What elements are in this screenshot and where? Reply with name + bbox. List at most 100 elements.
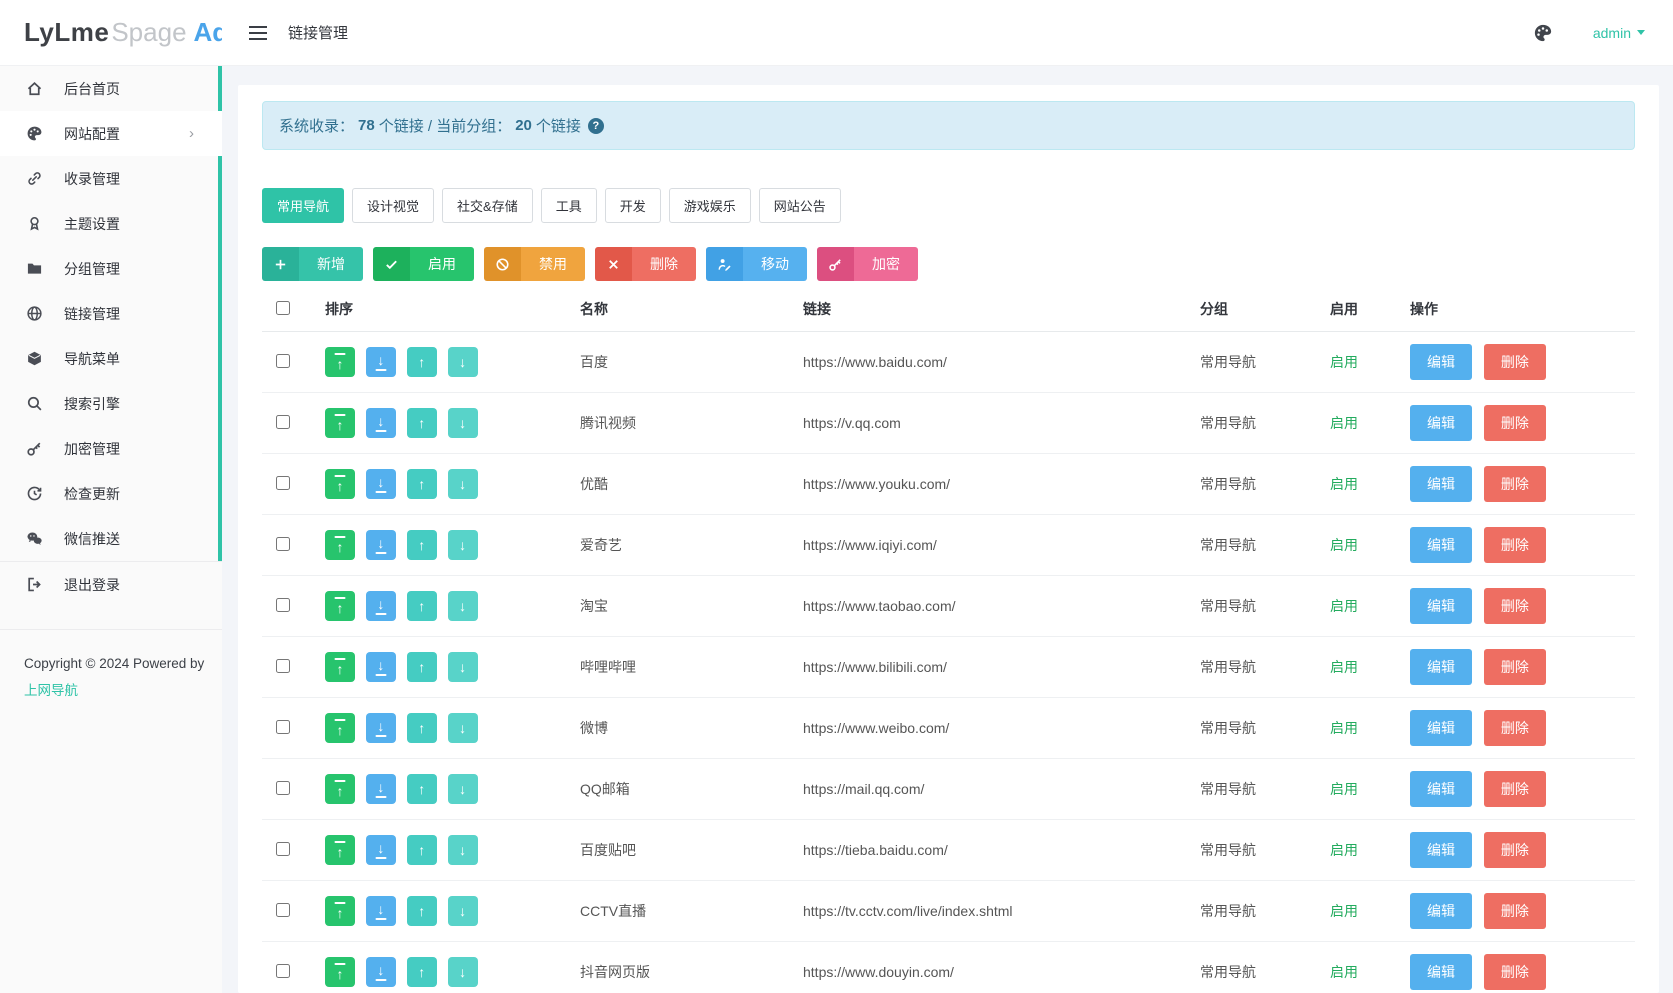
sort-to-top-button[interactable]: ↑ [325,408,355,438]
sort-up-button[interactable]: ↑ [407,469,437,499]
select-all-checkbox[interactable] [276,301,290,315]
delete-button[interactable]: 删除 [1484,710,1546,746]
enable-button[interactable]: 启用 [373,247,474,281]
sort-to-bottom-button[interactable]: ↓ [366,652,396,682]
sort-down-button[interactable]: ↓ [448,408,478,438]
sort-up-button[interactable]: ↑ [407,835,437,865]
sidebar-item-wechat-push[interactable]: 微信推送 [0,516,222,561]
tab-shejiaocunchu[interactable]: 社交&存储 [442,188,533,223]
sidebar-item-links[interactable]: 链接管理 [0,291,222,336]
edit-button[interactable]: 编辑 [1410,710,1472,746]
row-checkbox[interactable] [276,781,290,795]
sort-down-button[interactable]: ↓ [448,896,478,926]
user-dropdown[interactable]: admin [1593,25,1645,41]
edit-button[interactable]: 编辑 [1410,466,1472,502]
delete-button[interactable]: 删除 [1484,405,1546,441]
sort-to-top-button[interactable]: ↑ [325,469,355,499]
sidebar-item-check-update[interactable]: 检查更新 [0,471,222,516]
sort-to-bottom-button[interactable]: ↓ [366,713,396,743]
sort-to-bottom-button[interactable]: ↓ [366,591,396,621]
sort-to-bottom-button[interactable]: ↓ [366,469,396,499]
encrypt-button[interactable]: 加密 [817,247,918,281]
tab-kaifa[interactable]: 开发 [605,188,661,223]
delete-button[interactable]: 删除 [1484,527,1546,563]
edit-button[interactable]: 编辑 [1410,405,1472,441]
sort-up-button[interactable]: ↑ [407,530,437,560]
row-checkbox[interactable] [276,476,290,490]
sort-to-bottom-button[interactable]: ↓ [366,347,396,377]
theme-palette-button[interactable] [1533,23,1553,43]
delete-button[interactable]: 删除 [1484,649,1546,685]
tab-changyongdaohang[interactable]: 常用导航 [262,188,344,223]
sort-to-bottom-button[interactable]: ↓ [366,835,396,865]
sort-to-top-button[interactable]: ↑ [325,347,355,377]
sort-down-button[interactable]: ↓ [448,957,478,987]
row-checkbox[interactable] [276,659,290,673]
edit-button[interactable]: 编辑 [1410,527,1472,563]
delete-button[interactable]: 删除 [1484,771,1546,807]
sort-to-top-button[interactable]: ↑ [325,896,355,926]
sidebar-item-site-config[interactable]: 网站配置 › [0,111,222,156]
edit-button[interactable]: 编辑 [1410,954,1472,990]
delete-button[interactable]: 删除 [1484,893,1546,929]
edit-button[interactable]: 编辑 [1410,893,1472,929]
sidebar-item-logout[interactable]: 退出登录 [0,562,222,607]
sidebar-item-search-engine[interactable]: 搜索引擎 [0,381,222,426]
edit-button[interactable]: 编辑 [1410,649,1472,685]
sort-up-button[interactable]: ↑ [407,652,437,682]
delete-button[interactable]: 删除 [1484,832,1546,868]
sort-down-button[interactable]: ↓ [448,530,478,560]
sort-down-button[interactable]: ↓ [448,347,478,377]
sidebar-item-group[interactable]: 分组管理 [0,246,222,291]
edit-button[interactable]: 编辑 [1410,344,1472,380]
sort-to-top-button[interactable]: ↑ [325,835,355,865]
delete-selected-button[interactable]: 删除 [595,247,696,281]
tab-gongju[interactable]: 工具 [541,188,597,223]
row-checkbox[interactable] [276,964,290,978]
row-checkbox[interactable] [276,842,290,856]
sort-down-button[interactable]: ↓ [448,652,478,682]
sidebar-item-nav-menu[interactable]: 导航菜单 [0,336,222,381]
sort-up-button[interactable]: ↑ [407,713,437,743]
add-button[interactable]: 新增 [262,247,363,281]
sort-up-button[interactable]: ↑ [407,957,437,987]
sort-to-bottom-button[interactable]: ↓ [366,774,396,804]
sidebar-item-theme[interactable]: 主题设置 [0,201,222,246]
tab-youxiyule[interactable]: 游戏娱乐 [669,188,751,223]
sort-up-button[interactable]: ↑ [407,896,437,926]
delete-button[interactable]: 删除 [1484,588,1546,624]
sort-down-button[interactable]: ↓ [448,591,478,621]
sort-to-top-button[interactable]: ↑ [325,774,355,804]
sort-to-top-button[interactable]: ↑ [325,713,355,743]
row-checkbox[interactable] [276,903,290,917]
sidebar-item-home[interactable]: 后台首页 [0,66,222,111]
row-checkbox[interactable] [276,598,290,612]
sidebar-item-encrypt[interactable]: 加密管理 [0,426,222,471]
sort-to-bottom-button[interactable]: ↓ [366,957,396,987]
row-checkbox[interactable] [276,720,290,734]
delete-button[interactable]: 删除 [1484,344,1546,380]
copyright-link[interactable]: 上网导航 [24,681,78,701]
sort-up-button[interactable]: ↑ [407,347,437,377]
sort-to-top-button[interactable]: ↑ [325,957,355,987]
edit-button[interactable]: 编辑 [1410,832,1472,868]
sort-down-button[interactable]: ↓ [448,774,478,804]
sort-to-bottom-button[interactable]: ↓ [366,896,396,926]
menu-toggle-button[interactable] [248,25,268,41]
help-icon[interactable]: ? [588,118,604,134]
sort-to-top-button[interactable]: ↑ [325,652,355,682]
row-checkbox[interactable] [276,537,290,551]
row-checkbox[interactable] [276,354,290,368]
tab-shejishijue[interactable]: 设计视觉 [352,188,434,223]
row-checkbox[interactable] [276,415,290,429]
sort-to-bottom-button[interactable]: ↓ [366,408,396,438]
sort-up-button[interactable]: ↑ [407,774,437,804]
sort-to-top-button[interactable]: ↑ [325,591,355,621]
delete-button[interactable]: 删除 [1484,466,1546,502]
move-button[interactable]: 移动 [706,247,807,281]
sort-up-button[interactable]: ↑ [407,591,437,621]
sort-down-button[interactable]: ↓ [448,469,478,499]
sort-to-top-button[interactable]: ↑ [325,530,355,560]
edit-button[interactable]: 编辑 [1410,588,1472,624]
sort-down-button[interactable]: ↓ [448,835,478,865]
